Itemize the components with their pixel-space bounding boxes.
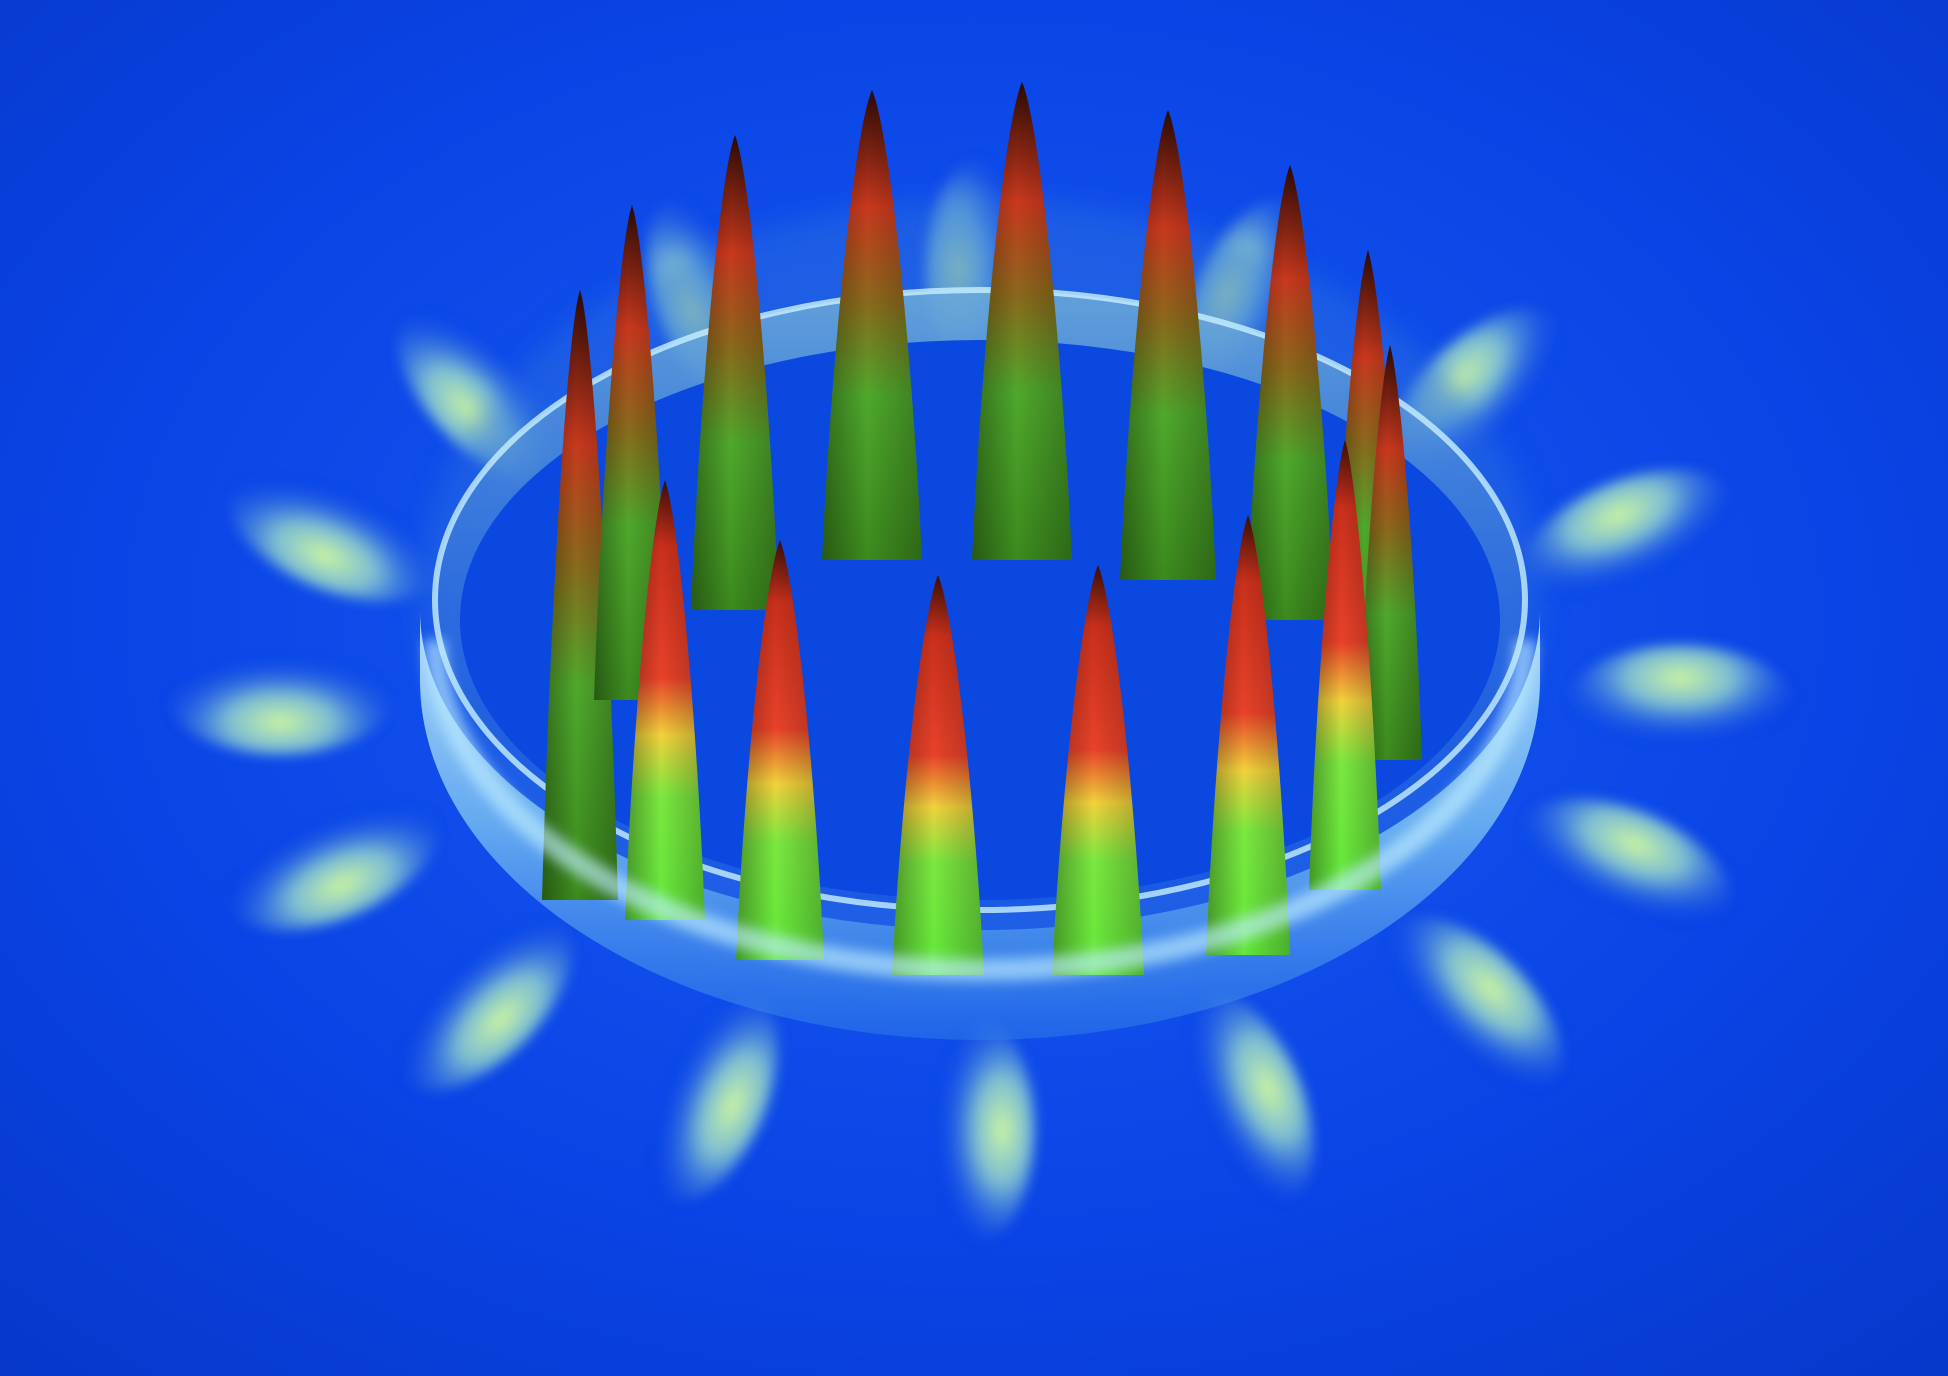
outer-ripple [170, 645, 390, 755]
peak-front-4 [1052, 565, 1144, 975]
peak-back-7 [1246, 165, 1334, 620]
peak-back-1 [542, 290, 618, 900]
outer-ripple [398, 917, 572, 1092]
outer-ripple [1522, 798, 1731, 931]
peak-back-3 [691, 135, 779, 610]
peak-front-1 [625, 480, 705, 920]
peaks-front-row [625, 440, 1381, 975]
outer-ripple [925, 1020, 1035, 1240]
peak-front-5 [1206, 515, 1290, 955]
peak-back-4 [822, 90, 922, 560]
outer-ripple [1181, 993, 1314, 1202]
outer-ripple [646, 993, 779, 1202]
peak-back-9 [1358, 345, 1422, 760]
outer-ripple [1570, 645, 1790, 755]
outer-ripple [1388, 917, 1562, 1092]
peak-front-2 [736, 540, 824, 960]
outer-ripple [229, 798, 438, 931]
peak-back-5 [972, 82, 1072, 560]
outer-ripple [229, 469, 438, 602]
peak-front-3 [892, 575, 984, 975]
ring-front-lip [424, 639, 1536, 981]
peak-front-6 [1309, 440, 1381, 890]
outer-ripple [1522, 469, 1731, 602]
peak-back-6 [1120, 110, 1216, 580]
